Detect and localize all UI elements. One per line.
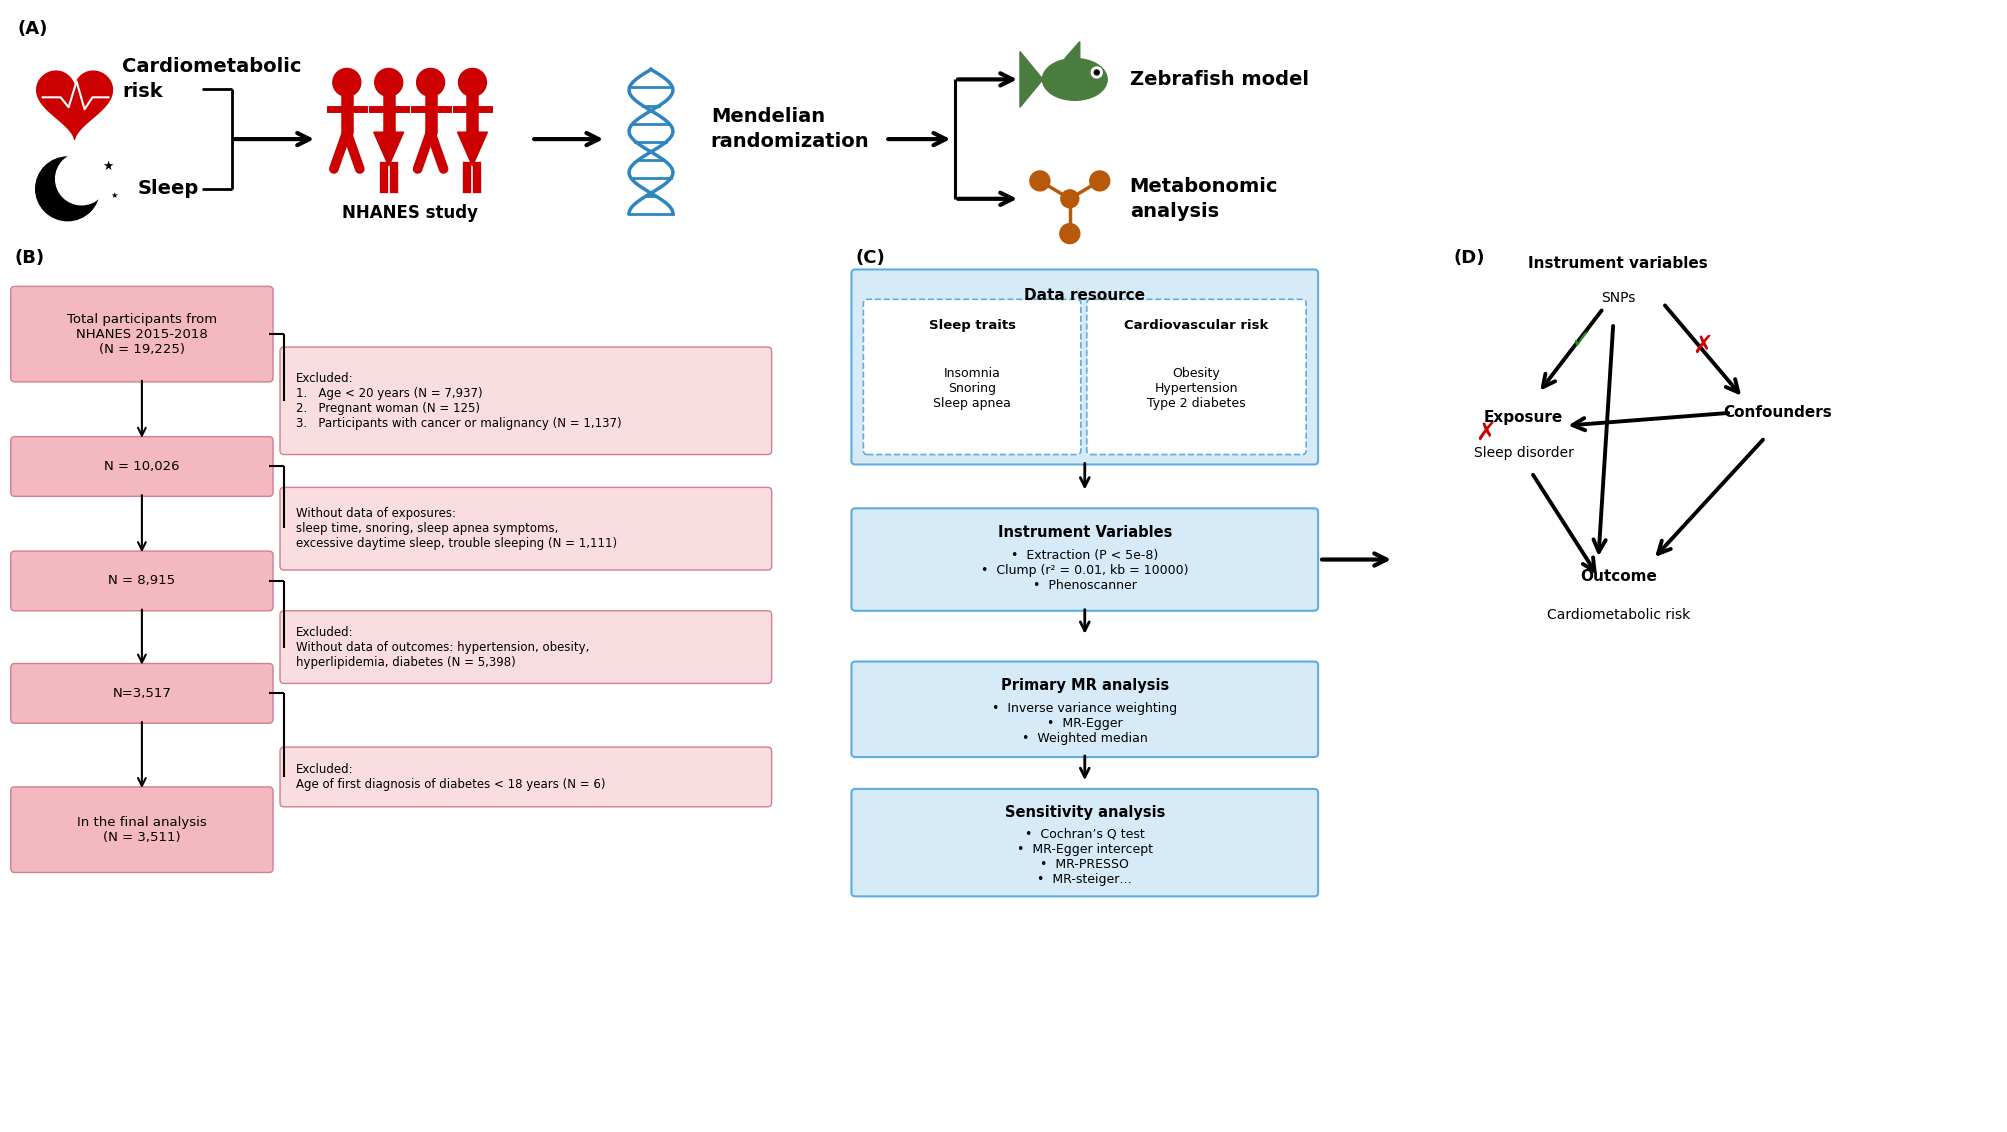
Text: Total participants from
NHANES 2015-2018
(N = 19,225): Total participants from NHANES 2015-2018…	[66, 312, 217, 355]
FancyBboxPatch shape	[10, 551, 273, 611]
Text: In the final analysis
(N = 3,511): In the final analysis (N = 3,511)	[76, 816, 207, 843]
FancyBboxPatch shape	[1086, 299, 1305, 455]
Circle shape	[415, 68, 444, 96]
FancyBboxPatch shape	[851, 508, 1317, 611]
Polygon shape	[458, 132, 488, 166]
Polygon shape	[1020, 52, 1042, 108]
FancyBboxPatch shape	[279, 747, 771, 807]
FancyBboxPatch shape	[851, 269, 1317, 464]
FancyBboxPatch shape	[279, 348, 771, 455]
FancyBboxPatch shape	[851, 661, 1317, 757]
FancyBboxPatch shape	[10, 437, 273, 496]
Text: Outcome: Outcome	[1580, 569, 1656, 584]
Text: Sleep traits: Sleep traits	[927, 319, 1016, 332]
FancyBboxPatch shape	[10, 663, 273, 723]
Polygon shape	[1064, 42, 1080, 59]
Text: Primary MR analysis: Primary MR analysis	[999, 678, 1168, 693]
Text: Metabonomic
analysis: Metabonomic analysis	[1130, 177, 1278, 221]
Text: Confounders: Confounders	[1722, 405, 1830, 420]
Circle shape	[56, 153, 108, 205]
Text: (D): (D)	[1453, 249, 1485, 266]
Ellipse shape	[1042, 59, 1106, 101]
Circle shape	[1060, 224, 1080, 243]
Text: Cardiovascular risk: Cardiovascular risk	[1124, 319, 1268, 332]
Text: NHANES study: NHANES study	[341, 204, 478, 222]
FancyBboxPatch shape	[10, 787, 273, 873]
FancyBboxPatch shape	[851, 789, 1317, 897]
Text: •  Cochran’s Q test
•  MR-Egger intercept
•  MR-PRESSO
•  MR-steiger…: • Cochran’s Q test • MR-Egger intercept …	[1016, 827, 1152, 885]
Polygon shape	[36, 71, 112, 139]
Text: Sleep disorder: Sleep disorder	[1473, 446, 1573, 460]
Text: Cardiometabolic
risk: Cardiometabolic risk	[122, 58, 301, 102]
Text: Exposure: Exposure	[1483, 410, 1561, 426]
Circle shape	[1030, 171, 1050, 191]
Text: Data resource: Data resource	[1024, 288, 1144, 303]
Text: Excluded:
Without data of outcomes: hypertension, obesity,
hyperlipidemia, diabe: Excluded: Without data of outcomes: hype…	[295, 626, 588, 669]
Circle shape	[1060, 190, 1078, 208]
Text: ✗: ✗	[1692, 334, 1712, 358]
Text: Excluded:
Age of first diagnosis of diabetes < 18 years (N = 6): Excluded: Age of first diagnosis of diab…	[295, 763, 606, 791]
Text: Mendelian
randomization: Mendelian randomization	[710, 108, 869, 152]
Text: (C): (C)	[855, 249, 885, 266]
Text: N=3,517: N=3,517	[112, 687, 171, 700]
Text: Zebrafish model: Zebrafish model	[1130, 70, 1309, 89]
Text: •  Extraction (P < 5e-8)
•  Clump (r² = 0.01, kb = 10000)
•  Phenoscanner: • Extraction (P < 5e-8) • Clump (r² = 0.…	[981, 549, 1188, 592]
Text: Instrument Variables: Instrument Variables	[997, 524, 1172, 540]
Circle shape	[458, 68, 486, 96]
Text: (A): (A)	[18, 19, 48, 37]
Text: (B): (B)	[14, 249, 44, 266]
Polygon shape	[373, 132, 403, 166]
Text: Sleep: Sleep	[136, 179, 199, 198]
Text: Without data of exposures:
sleep time, snoring, sleep apnea symptoms,
excessive : Without data of exposures: sleep time, s…	[295, 507, 616, 550]
Text: ★: ★	[110, 191, 118, 200]
Text: Sensitivity analysis: Sensitivity analysis	[1004, 805, 1164, 821]
Text: N = 10,026: N = 10,026	[104, 460, 179, 473]
Circle shape	[1090, 67, 1102, 78]
Text: Excluded:
1.   Age < 20 years (N = 7,937)
2.   Pregnant woman (N = 125)
3.   Par: Excluded: 1. Age < 20 years (N = 7,937) …	[295, 371, 622, 430]
FancyBboxPatch shape	[10, 286, 273, 381]
Text: Insomnia
Snoring
Sleep apnea: Insomnia Snoring Sleep apnea	[933, 368, 1010, 411]
Text: ✓: ✓	[1569, 328, 1592, 352]
FancyBboxPatch shape	[279, 611, 771, 684]
Circle shape	[36, 157, 100, 221]
Text: Cardiometabolic risk: Cardiometabolic risk	[1545, 608, 1690, 621]
Circle shape	[1090, 171, 1110, 191]
Circle shape	[1094, 70, 1098, 75]
Text: Instrument variables: Instrument variables	[1527, 256, 1708, 271]
Text: ✗: ✗	[1475, 421, 1495, 445]
Text: N = 8,915: N = 8,915	[108, 574, 175, 588]
Circle shape	[333, 68, 361, 96]
Text: •  Inverse variance weighting
•  MR-Egger
•  Weighted median: • Inverse variance weighting • MR-Egger …	[991, 702, 1176, 745]
Text: SNPs: SNPs	[1600, 291, 1634, 306]
Circle shape	[375, 68, 403, 96]
Text: ★: ★	[102, 160, 112, 172]
FancyBboxPatch shape	[279, 488, 771, 571]
FancyBboxPatch shape	[863, 299, 1080, 455]
Text: Obesity
Hypertension
Type 2 diabetes: Obesity Hypertension Type 2 diabetes	[1146, 368, 1244, 411]
